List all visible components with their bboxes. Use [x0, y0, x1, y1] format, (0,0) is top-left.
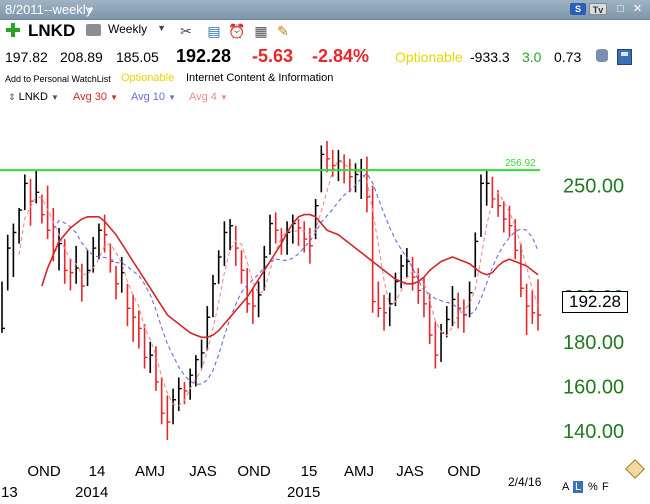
indicator-legend: ⇕ LNKD ▼ Avg 30 ▼ Avg 10 ▼ Avg 4 ▼ — [0, 89, 650, 105]
change-value: -5.63 — [252, 46, 294, 66]
time-tick-label: 15 — [301, 463, 318, 480]
legend-avg4-dropdown-icon: ▼ — [219, 93, 228, 102]
high-value: 208.89 — [60, 49, 103, 65]
log-scale-toggle[interactable]: L — [573, 481, 584, 493]
avg10-line — [52, 172, 539, 385]
time-axis: OND 14 AMJ JAS OND 15 AMJ JAS OND 13 2014 2015 — [1, 463, 481, 501]
toolbar: LNKD Weekly ▼ ✂ ▤ ⏰ ▦ ✎ — [0, 20, 650, 42]
time-tick-label: JAS — [189, 463, 217, 480]
time-tick-label: 14 — [89, 463, 106, 480]
optionable-label: Optionable — [121, 72, 175, 84]
add-watchlist-link[interactable]: Add to Personal WatchList — [5, 74, 111, 84]
save-icon[interactable] — [617, 49, 632, 65]
metric-a: -933.3 — [470, 49, 510, 65]
symbol-label[interactable]: LNKD — [28, 21, 76, 40]
time-tick-label: OND — [237, 463, 271, 480]
moving-averages — [18, 159, 539, 407]
layout-icon[interactable]: ▤ — [207, 23, 221, 39]
sort-icon: ⇕ — [8, 92, 16, 102]
price-tick-label: 250.00 — [563, 176, 624, 198]
optionable-badge: Optionable — [395, 49, 463, 65]
print-icon[interactable] — [86, 24, 101, 36]
avg4-line — [18, 159, 539, 407]
legend-symbol[interactable]: ⇕ LNKD ▼ — [8, 91, 59, 103]
change-percent: -2.84% — [312, 46, 370, 66]
legend-avg30-label: Avg 30 — [73, 91, 108, 103]
legend-avg10[interactable]: Avg 10 ▼ — [131, 91, 176, 103]
notes-icon[interactable]: ✎ — [277, 23, 289, 39]
time-tick-label: JAS — [396, 463, 424, 480]
close-icon[interactable]: ✕ — [632, 3, 643, 15]
time-tick-label: OND — [447, 463, 481, 480]
legend-avg30[interactable]: Avg 30 ▼ — [73, 91, 118, 103]
legend-symbol-label: LNKD — [18, 91, 48, 103]
quote-line: 197.82 208.89 185.05 192.28 -5.63 -2.84%… — [0, 44, 650, 70]
price-tick-label: 140.00 — [563, 421, 624, 443]
chevron-down-icon: ▼ — [157, 23, 166, 33]
year-label: 2015 — [287, 484, 320, 501]
legend-avg10-dropdown-icon: ▼ — [168, 93, 176, 102]
last-price-marker: 192.28 — [562, 291, 628, 313]
legend-avg30-dropdown-icon: ▼ — [110, 93, 118, 102]
calculator-icon[interactable]: ▦ — [254, 23, 268, 39]
period-value: Weekly — [108, 22, 148, 36]
legend-symbol-dropdown-icon: ▼ — [50, 93, 59, 102]
year-label: 13 — [1, 484, 18, 501]
open-value: 197.82 — [5, 49, 48, 65]
add-symbol-icon[interactable] — [6, 23, 20, 37]
fit-scale-toggle[interactable]: F — [602, 481, 609, 493]
window-title: 8/2011--weekly — [5, 2, 93, 17]
low-value: 185.05 — [116, 49, 159, 65]
maximize-icon[interactable]: □ — [617, 3, 624, 15]
legend-avg4-label: Avg 4 — [189, 91, 217, 103]
price-tick-label: 160.00 — [563, 376, 624, 398]
title-dropdown-icon[interactable]: ▼ — [86, 5, 95, 15]
price-bars — [1, 141, 541, 440]
info-line: Add to Personal WatchList Optionable Int… — [0, 71, 650, 87]
last-price: 192.28 — [176, 46, 232, 66]
tools-icon[interactable]: ✂ — [180, 23, 192, 39]
time-tick-label: AMJ — [344, 463, 374, 480]
percent-scale-toggle[interactable]: % — [588, 481, 598, 493]
price-tick-label: 180.00 — [563, 332, 624, 354]
metric-b: 3.0 — [522, 49, 542, 65]
date-label: 2/4/16 — [508, 475, 542, 489]
legend-avg10-label: Avg 10 — [131, 91, 166, 103]
share-button[interactable]: S — [570, 3, 586, 15]
database-icon[interactable] — [596, 49, 608, 62]
period-select[interactable]: Weekly ▼ — [108, 22, 166, 38]
auto-scale-toggle[interactable]: A — [562, 481, 570, 493]
year-label: 2014 — [75, 484, 108, 501]
metric-c: 0.73 — [554, 49, 582, 65]
legend-avg4[interactable]: Avg 4 ▼ — [189, 91, 228, 103]
title-bar: 8/2011--weekly ▼ S Tv □ ✕ — [0, 0, 650, 20]
resistance-label: 256.92 — [505, 158, 536, 169]
time-tick-label: AMJ — [135, 463, 165, 480]
tv-button[interactable]: Tv — [589, 3, 607, 15]
alarm-clock-icon[interactable]: ⏰ — [228, 23, 246, 39]
avg30-line — [41, 213, 539, 339]
time-tick-label: OND — [27, 463, 61, 480]
industry-label: Internet Content & Information — [186, 72, 334, 84]
